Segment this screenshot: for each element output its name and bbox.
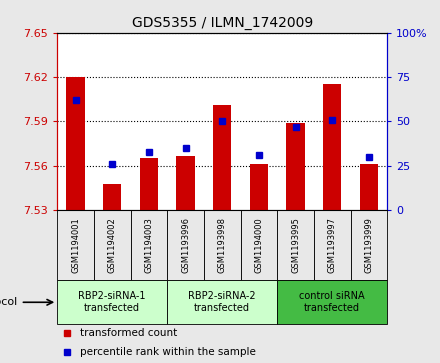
FancyBboxPatch shape	[277, 210, 314, 280]
Text: GSM1193999: GSM1193999	[364, 217, 374, 273]
Text: GSM1193997: GSM1193997	[328, 217, 337, 273]
FancyBboxPatch shape	[57, 280, 167, 325]
Bar	[103, 184, 121, 210]
FancyBboxPatch shape	[167, 210, 204, 280]
Text: protocol: protocol	[0, 297, 17, 307]
Text: percentile rank within the sample: percentile rank within the sample	[81, 347, 256, 358]
FancyBboxPatch shape	[94, 210, 131, 280]
FancyBboxPatch shape	[277, 280, 387, 325]
Text: GSM1194001: GSM1194001	[71, 217, 80, 273]
Bar	[323, 85, 341, 210]
Text: control siRNA
transfected: control siRNA transfected	[299, 291, 365, 313]
FancyBboxPatch shape	[241, 210, 277, 280]
Text: RBP2-siRNA-2
transfected: RBP2-siRNA-2 transfected	[188, 291, 256, 313]
FancyBboxPatch shape	[204, 210, 241, 280]
Text: RBP2-siRNA-1
transfected: RBP2-siRNA-1 transfected	[78, 291, 146, 313]
Text: GSM1193995: GSM1193995	[291, 217, 300, 273]
Text: GSM1194003: GSM1194003	[144, 217, 154, 273]
Bar	[140, 159, 158, 210]
Text: GSM1193998: GSM1193998	[218, 217, 227, 273]
Text: GSM1193996: GSM1193996	[181, 217, 190, 273]
Title: GDS5355 / ILMN_1742009: GDS5355 / ILMN_1742009	[132, 16, 313, 30]
Bar	[360, 164, 378, 210]
FancyBboxPatch shape	[314, 210, 351, 280]
Bar	[176, 155, 194, 210]
Bar	[250, 164, 268, 210]
FancyBboxPatch shape	[57, 210, 94, 280]
Bar	[286, 123, 305, 210]
FancyBboxPatch shape	[351, 210, 387, 280]
FancyBboxPatch shape	[167, 280, 277, 325]
Text: GSM1194000: GSM1194000	[254, 217, 264, 273]
FancyBboxPatch shape	[131, 210, 167, 280]
Bar	[213, 105, 231, 210]
Text: GSM1194002: GSM1194002	[108, 217, 117, 273]
Text: transformed count: transformed count	[81, 328, 178, 338]
Bar	[66, 77, 85, 210]
